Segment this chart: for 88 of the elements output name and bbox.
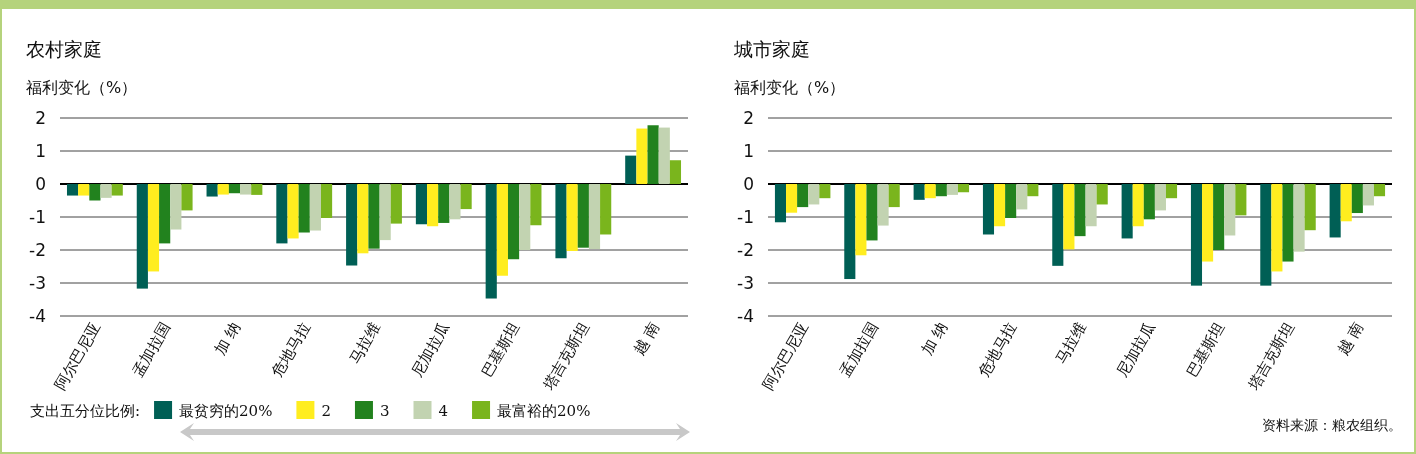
bar (78, 184, 90, 196)
x-tick-label: 塔吉克斯坦 (539, 319, 593, 394)
bar (496, 184, 508, 276)
bar (636, 128, 648, 184)
y-tick-label: 1 (35, 141, 46, 161)
bar (577, 184, 589, 248)
bar (147, 184, 160, 272)
bar (647, 125, 659, 184)
x-tick-label: 阿尔巴尼亚 (51, 319, 105, 393)
x-tick-label: 加 纳 (210, 319, 244, 359)
bar (438, 184, 450, 223)
bar (298, 184, 310, 233)
x-tick-label: 孟加拉国 (128, 319, 175, 380)
x-tick-label: 越 南 (629, 319, 663, 359)
y-axis-title: 福利变化（%） (734, 78, 846, 97)
legend-label: 3 (379, 402, 390, 420)
bar (555, 184, 567, 259)
x-tick-label: 马拉维 (345, 319, 384, 367)
bar (357, 184, 369, 254)
legend-title: 支出五分位比例: (30, 402, 141, 420)
y-tick-label: -3 (29, 273, 46, 293)
legend-label: 2 (321, 402, 331, 420)
x-tick-label: 危地马拉 (974, 319, 1021, 380)
bar (170, 184, 182, 230)
bar (566, 184, 578, 251)
bar (346, 184, 358, 266)
bar (588, 184, 601, 250)
y-tick-label: 2 (35, 108, 46, 128)
x-tick-label: 巴基斯坦 (477, 319, 524, 380)
bar (206, 184, 218, 197)
bar (485, 184, 497, 299)
bar (89, 184, 101, 201)
y-tick-label: 1 (743, 141, 754, 161)
bar (449, 184, 461, 220)
y-tick-label: 2 (743, 108, 754, 128)
x-tick-label: 塔吉克斯坦 (1243, 319, 1298, 394)
bar (100, 184, 112, 198)
x-tick-label: 尼加拉瓜 (407, 319, 454, 380)
x-tick-label: 马拉维 (1051, 319, 1090, 367)
bar (625, 155, 637, 184)
y-axis-title: 福利变化（%） (26, 78, 138, 97)
y-tick-label: -1 (737, 207, 754, 227)
bar (519, 184, 531, 250)
bar (507, 184, 520, 260)
bar (240, 184, 252, 195)
text: 资料来源：粮农组织。 (1262, 417, 1402, 433)
bar (66, 184, 79, 196)
x-tick-label: 尼加拉瓜 (1113, 319, 1159, 380)
x-tick-label: 危地马拉 (268, 319, 314, 380)
x-tick-label: 加 纳 (917, 319, 951, 359)
bar (368, 184, 380, 249)
chart-title: 农村家庭 (26, 38, 102, 60)
bar (390, 184, 402, 224)
bar (217, 184, 229, 195)
bar (460, 184, 472, 210)
bar (379, 184, 391, 241)
bar (600, 184, 612, 235)
bar (136, 184, 148, 289)
bar (658, 127, 670, 184)
bar (427, 184, 439, 227)
bar (276, 184, 288, 244)
legend-label: 最贫穷的20% (179, 402, 273, 420)
y-tick-label: -4 (737, 306, 754, 326)
bar (530, 184, 542, 226)
y-tick-label: 0 (35, 174, 46, 194)
x-tick-label: 越 南 (1333, 319, 1367, 359)
x-tick-label: 孟加拉国 (835, 319, 882, 380)
x-tick-label: 巴基斯坦 (1182, 319, 1229, 380)
bar (320, 184, 333, 218)
chart-title: 城市家庭 (733, 38, 810, 60)
bar (181, 184, 193, 211)
bar (159, 184, 171, 244)
legend-label: 最富裕的20% (497, 402, 591, 420)
bar (251, 184, 263, 195)
legend-label: 4 (438, 402, 449, 420)
y-tick-label: -3 (737, 273, 754, 293)
y-tick-label: -2 (737, 240, 754, 260)
bar (415, 184, 428, 225)
y-tick-label: -2 (29, 240, 46, 260)
bar (309, 184, 321, 231)
y-tick-label: -1 (29, 207, 46, 227)
bar (111, 184, 123, 196)
x-tick-label: 阿尔巴尼亚 (759, 319, 813, 393)
bar (287, 184, 299, 239)
y-tick-label: -4 (29, 306, 46, 326)
bar (228, 184, 241, 194)
bar (669, 160, 682, 184)
y-tick-label: 0 (743, 174, 754, 194)
